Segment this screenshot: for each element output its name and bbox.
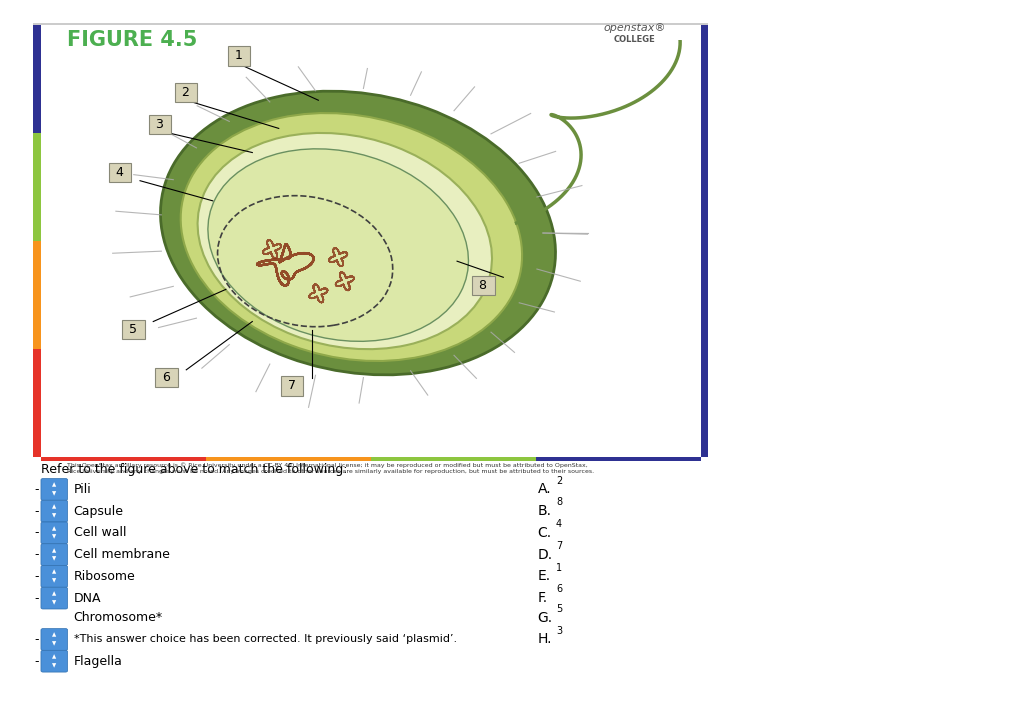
FancyBboxPatch shape bbox=[41, 650, 68, 672]
Text: Flagella: Flagella bbox=[74, 655, 123, 668]
Bar bbox=[33, 23, 708, 25]
Text: G.: G. bbox=[538, 610, 553, 625]
Text: DNA: DNA bbox=[74, 592, 101, 605]
Text: ▼: ▼ bbox=[52, 513, 56, 518]
Text: 5: 5 bbox=[125, 323, 141, 336]
Ellipse shape bbox=[180, 113, 522, 361]
Bar bbox=[33, 133, 41, 241]
Text: -: - bbox=[35, 483, 39, 496]
Text: -: - bbox=[35, 570, 39, 583]
Text: 6: 6 bbox=[159, 371, 174, 384]
Text: H.: H. bbox=[538, 632, 552, 647]
Text: 6: 6 bbox=[556, 584, 562, 594]
Text: -: - bbox=[35, 548, 39, 561]
Text: 2: 2 bbox=[178, 86, 195, 99]
Bar bbox=[33, 349, 41, 457]
Text: 5: 5 bbox=[556, 604, 562, 614]
Text: Pili: Pili bbox=[74, 483, 91, 496]
Text: 1: 1 bbox=[231, 49, 247, 62]
Text: Chromosome*: Chromosome* bbox=[74, 611, 163, 624]
Text: FIGURE 4.5: FIGURE 4.5 bbox=[67, 30, 197, 51]
Text: 2: 2 bbox=[556, 476, 562, 486]
Text: D.: D. bbox=[538, 547, 553, 562]
Text: -: - bbox=[35, 655, 39, 668]
Text: openstax®: openstax® bbox=[603, 23, 667, 33]
Text: ▲: ▲ bbox=[52, 526, 56, 531]
FancyBboxPatch shape bbox=[41, 629, 68, 650]
Text: ▲: ▲ bbox=[52, 592, 56, 596]
Bar bbox=[537, 457, 701, 461]
FancyBboxPatch shape bbox=[41, 478, 68, 500]
Text: ▼: ▼ bbox=[52, 557, 56, 561]
Text: 1: 1 bbox=[556, 563, 562, 573]
Text: -: - bbox=[35, 633, 39, 646]
Text: Refer to the figure above to match the following:: Refer to the figure above to match the f… bbox=[41, 463, 347, 476]
Text: Capsule: Capsule bbox=[74, 505, 124, 518]
Text: This OpenStax ancillary resource is © Rice University under a CC-BY 4.0 Internat: This OpenStax ancillary resource is © Ri… bbox=[68, 463, 595, 474]
Ellipse shape bbox=[208, 149, 468, 341]
Text: 3: 3 bbox=[152, 118, 168, 131]
Text: 7: 7 bbox=[284, 379, 300, 392]
Bar bbox=[41, 457, 206, 461]
Text: Cell membrane: Cell membrane bbox=[74, 548, 170, 561]
Text: *This answer choice has been corrected. It previously said ‘plasmid’.: *This answer choice has been corrected. … bbox=[74, 634, 457, 645]
Text: 7: 7 bbox=[556, 541, 562, 551]
FancyBboxPatch shape bbox=[41, 522, 68, 544]
Text: ▲: ▲ bbox=[52, 655, 56, 659]
Text: -: - bbox=[35, 505, 39, 518]
Text: 4: 4 bbox=[113, 166, 128, 179]
Text: ▼: ▼ bbox=[52, 663, 56, 668]
Text: ▼: ▼ bbox=[52, 535, 56, 539]
Text: ▼: ▼ bbox=[52, 600, 56, 605]
Text: E.: E. bbox=[538, 569, 551, 584]
Text: ▲: ▲ bbox=[52, 633, 56, 637]
Bar bbox=[701, 25, 708, 457]
Bar bbox=[41, 25, 701, 457]
Text: ▲: ▲ bbox=[52, 505, 56, 509]
Text: A.: A. bbox=[538, 482, 551, 497]
Text: 8: 8 bbox=[475, 279, 492, 292]
Ellipse shape bbox=[161, 91, 555, 375]
Text: B.: B. bbox=[538, 504, 552, 518]
FancyBboxPatch shape bbox=[41, 500, 68, 522]
Text: -: - bbox=[35, 592, 39, 605]
Text: C.: C. bbox=[538, 526, 552, 540]
Text: 3: 3 bbox=[556, 626, 562, 636]
Bar bbox=[206, 457, 372, 461]
FancyBboxPatch shape bbox=[41, 566, 68, 587]
Text: F.: F. bbox=[538, 591, 548, 605]
Text: Cell wall: Cell wall bbox=[74, 526, 126, 539]
Text: ▼: ▼ bbox=[52, 492, 56, 496]
Ellipse shape bbox=[198, 133, 492, 349]
Text: -: - bbox=[35, 526, 39, 539]
Text: ▼: ▼ bbox=[52, 579, 56, 583]
Text: Ribosome: Ribosome bbox=[74, 570, 135, 583]
Bar bbox=[371, 457, 537, 461]
Bar bbox=[33, 25, 41, 133]
FancyBboxPatch shape bbox=[41, 587, 68, 609]
Text: ▲: ▲ bbox=[52, 483, 56, 487]
Bar bbox=[33, 241, 41, 349]
Text: ▼: ▼ bbox=[52, 642, 56, 646]
Text: 4: 4 bbox=[556, 519, 562, 529]
Text: ▲: ▲ bbox=[52, 570, 56, 574]
Text: 8: 8 bbox=[556, 497, 562, 507]
Text: ▲: ▲ bbox=[52, 548, 56, 552]
Text: COLLEGE: COLLEGE bbox=[614, 35, 655, 44]
FancyBboxPatch shape bbox=[41, 544, 68, 566]
